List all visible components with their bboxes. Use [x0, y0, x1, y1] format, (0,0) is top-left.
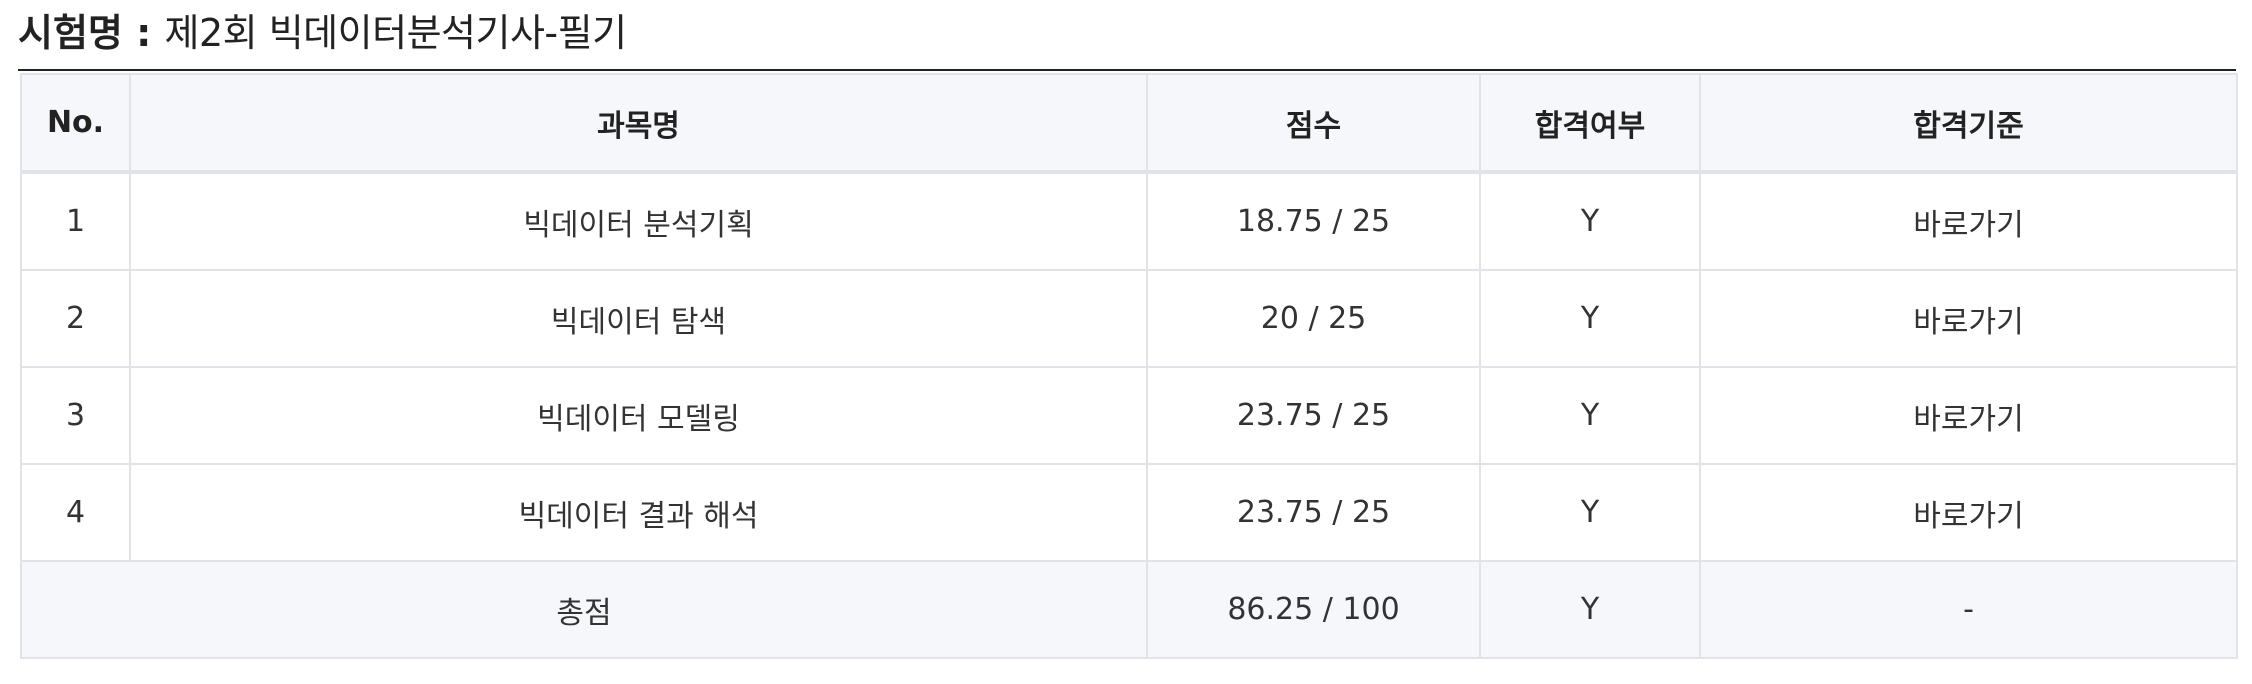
row-subject: 빅데이터 탐색 [129, 269, 1148, 368]
row-subject: 빅데이터 분석기획 [129, 171, 1148, 271]
criteria-link[interactable]: 바로가기 [1699, 463, 2238, 562]
header-row: No. 과목명 점수 합격여부 합격기준 [20, 73, 2238, 174]
header-score: 점수 [1146, 73, 1481, 174]
header-pass: 합격여부 [1479, 73, 1701, 174]
title-divider [18, 69, 2236, 71]
exam-title: 시험명 : 제2회 빅데이터분석기사-필기 [18, 4, 627, 62]
row-no: 2 [20, 269, 131, 368]
row-pass: Y [1479, 269, 1701, 368]
row-score: 23.75 / 25 [1146, 366, 1481, 465]
exam-title-value: 제2회 빅데이터분석기사-필기 [164, 11, 628, 55]
row-score: 18.75 / 25 [1146, 171, 1481, 271]
criteria-link[interactable]: 바로가기 [1699, 366, 2238, 465]
row-pass: Y [1479, 463, 1701, 562]
total-label: 총점 [20, 560, 1148, 659]
table-row: 4 빅데이터 결과 해석 23.75 / 25 Y 바로가기 [20, 463, 2238, 562]
row-subject: 빅데이터 결과 해석 [129, 463, 1148, 562]
row-pass: Y [1479, 366, 1701, 465]
criteria-link[interactable]: 바로가기 [1699, 171, 2238, 271]
total-row: 총점 86.25 / 100 Y - [20, 560, 2238, 659]
exam-title-separator: : [122, 11, 165, 55]
total-criteria: - [1699, 560, 2238, 659]
row-pass: Y [1479, 171, 1701, 271]
header-subject: 과목명 [129, 73, 1148, 174]
total-score: 86.25 / 100 [1146, 560, 1481, 659]
header-criteria: 합격기준 [1699, 73, 2238, 174]
score-table-body: 1 빅데이터 분석기획 18.75 / 25 Y 바로가기 2 빅데이터 탐색 … [20, 171, 2238, 659]
row-no: 1 [20, 171, 131, 271]
score-table-header: No. 과목명 점수 합격여부 합격기준 [20, 73, 2238, 174]
total-pass: Y [1479, 560, 1701, 659]
table-row: 2 빅데이터 탐색 20 / 25 Y 바로가기 [20, 269, 2238, 368]
exam-title-label: 시험명 [18, 11, 123, 55]
table-row: 3 빅데이터 모델링 23.75 / 25 Y 바로가기 [20, 366, 2238, 465]
row-score: 23.75 / 25 [1146, 463, 1481, 562]
row-no: 4 [20, 463, 131, 562]
header-no: No. [20, 73, 131, 174]
criteria-link[interactable]: 바로가기 [1699, 269, 2238, 368]
score-table: No. 과목명 점수 합격여부 합격기준 1 빅데이터 분석기획 18.75 /… [20, 73, 2238, 659]
row-subject: 빅데이터 모델링 [129, 366, 1148, 465]
row-no: 3 [20, 366, 131, 465]
table-row: 1 빅데이터 분석기획 18.75 / 25 Y 바로가기 [20, 171, 2238, 271]
row-score: 20 / 25 [1146, 269, 1481, 368]
